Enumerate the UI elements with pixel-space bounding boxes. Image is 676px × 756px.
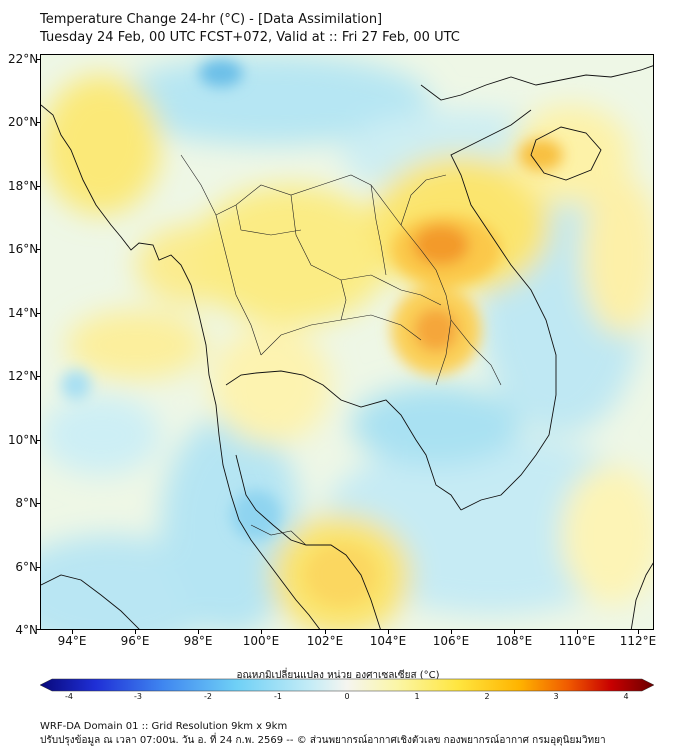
footer-credit: ปรับปรุงข้อมูล ณ เวลา 07:00น. วัน อ. ที่… xyxy=(40,735,606,746)
lon-label: 106°E xyxy=(432,634,470,648)
lon-label: 108°E xyxy=(495,634,533,648)
lat-tick xyxy=(36,567,40,568)
lat-tick xyxy=(36,376,40,377)
lat-label: 6°N xyxy=(15,560,38,574)
lat-label: 18°N xyxy=(8,179,39,193)
lon-tick xyxy=(451,630,452,634)
lon-label: 110°E xyxy=(558,634,596,648)
map-panel[interactable] xyxy=(40,54,654,630)
footer-model-info: WRF-DA Domain 01 :: Grid Resolution 9km … xyxy=(40,721,288,732)
lon-label: 98°E xyxy=(183,634,213,648)
lat-tick xyxy=(36,122,40,123)
lon-label: 96°E xyxy=(120,634,150,648)
colorbar-tick-label: -3 xyxy=(134,692,142,701)
lon-label: 100°E xyxy=(242,634,280,648)
lat-label: 10°N xyxy=(8,433,39,447)
lat-label: 16°N xyxy=(8,242,39,256)
lat-label: 20°N xyxy=(8,115,39,129)
temperature-hotspots xyxy=(61,59,563,605)
lat-tick xyxy=(36,440,40,441)
coastlines xyxy=(41,65,653,629)
colorbar-gradient xyxy=(40,678,654,692)
colorbar-tick-label: 0 xyxy=(344,692,350,701)
lat-label: 22°N xyxy=(8,52,39,66)
map-svg xyxy=(41,55,653,629)
lat-tick xyxy=(36,59,40,60)
lat-tick xyxy=(36,629,40,630)
lat-tick xyxy=(36,186,40,187)
lon-tick xyxy=(388,630,389,634)
lon-tick xyxy=(72,630,73,634)
colorbar-tick-label: -4 xyxy=(65,692,73,701)
lon-tick xyxy=(514,630,515,634)
lat-label: 8°N xyxy=(15,496,38,510)
lon-label: 94°E xyxy=(57,634,87,648)
lon-label: 104°E xyxy=(369,634,407,648)
lat-tick xyxy=(36,503,40,504)
lat-label: 12°N xyxy=(8,369,39,383)
lat-tick xyxy=(36,313,40,314)
colorbar-tick-label: 4 xyxy=(623,692,629,701)
lon-tick xyxy=(198,630,199,634)
lon-tick xyxy=(325,630,326,634)
colorbar-title: อุณหภูมิเปลี่ยนแปลง หน่วย องศาเซลเซียส (… xyxy=(236,670,440,681)
country-borders xyxy=(180,154,502,546)
chart-subtitle: Tuesday 24 Feb, 00 UTC FCST+072, Valid a… xyxy=(40,30,460,45)
lon-label: 102°E xyxy=(306,634,344,648)
lon-tick xyxy=(577,630,578,634)
colorbar-tick-label: -1 xyxy=(274,692,282,701)
lat-label: 4°N xyxy=(15,623,38,637)
colorbar xyxy=(40,678,654,692)
lat-label: 14°N xyxy=(8,306,39,320)
lon-label: 112°E xyxy=(619,634,657,648)
colorbar-tick-label: -2 xyxy=(204,692,212,701)
lon-tick xyxy=(261,630,262,634)
colorbar-tick-label: 2 xyxy=(484,692,490,701)
lat-tick xyxy=(36,249,40,250)
lon-tick xyxy=(638,630,639,634)
chart-title: Temperature Change 24-hr (°C) - [Data As… xyxy=(40,12,383,27)
lon-tick xyxy=(135,630,136,634)
colorbar-tick-label: 3 xyxy=(553,692,559,701)
colorbar-tick-label: 1 xyxy=(414,692,420,701)
